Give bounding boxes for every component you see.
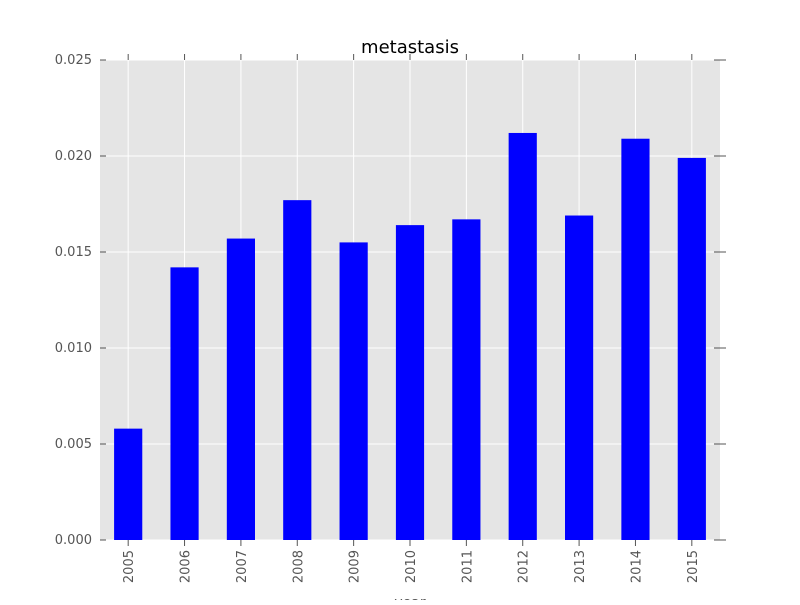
x-tick-label: 2012 (517, 550, 532, 583)
bar-2007 (226, 238, 255, 540)
x-tick-label: 2014 (629, 550, 644, 583)
bar-2014 (621, 138, 650, 540)
axis-ticks (100, 54, 726, 546)
x-tick-label: 2007 (235, 550, 250, 583)
bar-2015 (677, 157, 706, 541)
bar-2012 (508, 132, 537, 540)
bar-2005 (114, 428, 143, 540)
x-tick-label: 2011 (460, 550, 475, 583)
y-tick-label: 0.025 (55, 53, 92, 68)
y-tick-label: 0.015 (55, 245, 92, 260)
x-tick-label: 2006 (179, 550, 194, 583)
bar-2009 (339, 242, 368, 540)
x-tick-label: 2008 (291, 550, 306, 583)
chart-title: metastasis (361, 37, 459, 58)
y-tick-labels: 0.000 0.005 0.010 0.015 0.020 0.025 (55, 53, 92, 548)
y-tick-label: 0.010 (55, 341, 92, 356)
x-tick-label: 2005 (122, 550, 137, 583)
bar-2011 (452, 219, 481, 541)
y-tick-label: 0.020 (55, 149, 92, 164)
bars (114, 132, 706, 541)
x-tick-label: 2015 (686, 550, 701, 583)
x-axis-label: year (394, 595, 425, 600)
bar-2010 (395, 225, 425, 540)
y-tick-label: 0.005 (55, 437, 92, 452)
bar-2008 (283, 200, 312, 540)
x-tick-label: 2009 (348, 550, 363, 583)
x-tick-label: 2010 (404, 550, 419, 583)
bar-2013 (565, 215, 594, 540)
x-tick-label: 2013 (573, 550, 588, 583)
y-tick-label: 0.000 (55, 533, 92, 548)
bar-2006 (170, 267, 199, 540)
x-tick-labels: 2005 2006 2007 2008 2009 2010 2011 2012 2013 2014… (122, 550, 701, 583)
